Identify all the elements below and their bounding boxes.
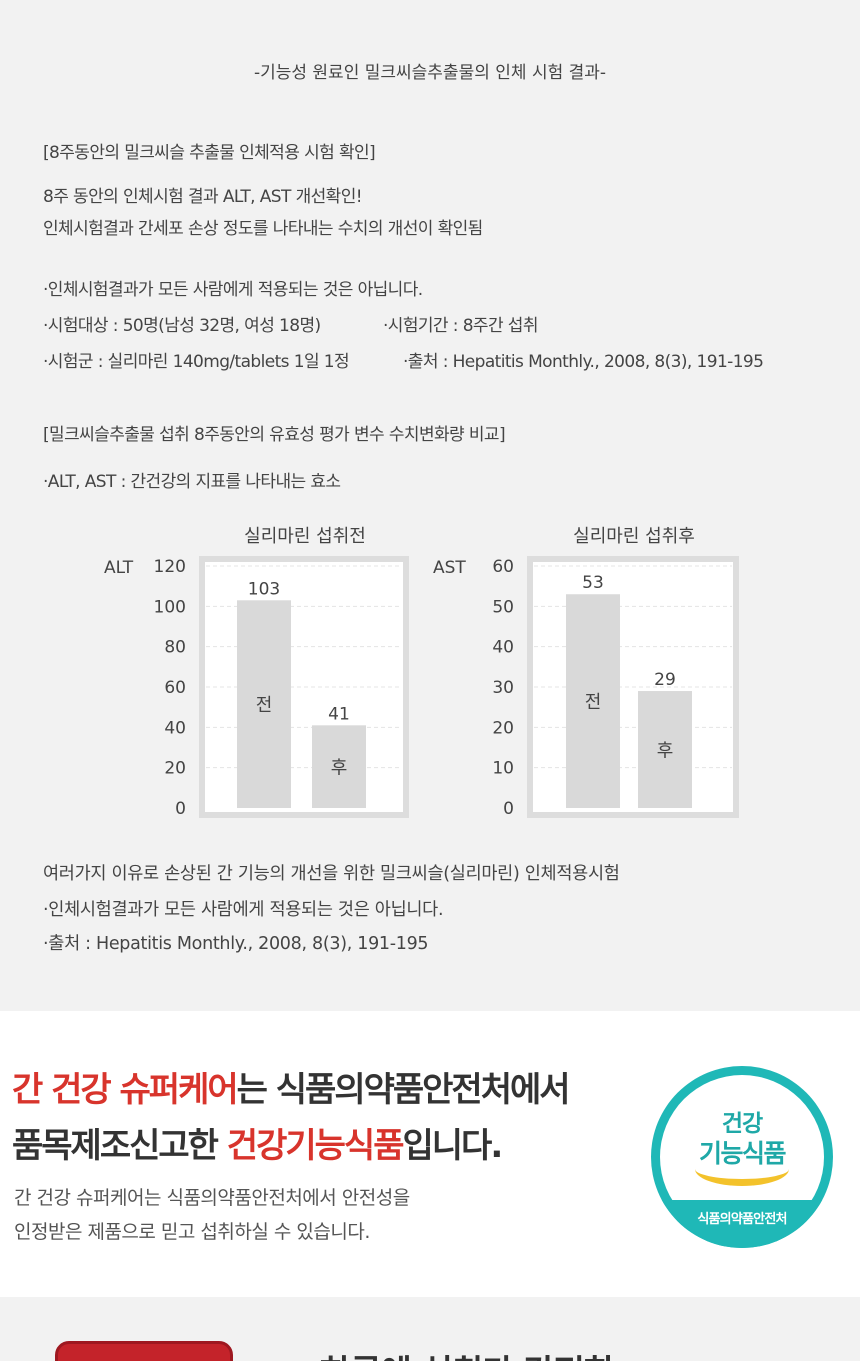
- study-result-detail: 인체시험결과 간세포 손상 정도를 나타내는 수치의 개선이 확인됨: [43, 219, 483, 239]
- compare-title: [밀크씨슬추출물 섭취 8주동안의 유효성 평가 변수 수치변화량 비교]: [43, 425, 506, 445]
- study-subjects: ·시험대상 : 50명(남성 32명, 여성 18명): [43, 316, 321, 336]
- y-tick-label: 60: [492, 557, 514, 577]
- badge-smile-arc: [695, 1152, 789, 1186]
- study-source: ·출처 : Hepatitis Monthly., 2008, 8(3), 19…: [403, 352, 764, 372]
- y-tick-label: 50: [492, 597, 514, 617]
- clinical-study-section: -기능성 원료인 밀크씨슬추출물의 인체 시험 결과- [8주동안의 밀크씨슬 …: [0, 0, 860, 1011]
- notes-line1: 여러가지 이유로 손상된 간 기능의 개선을 위한 밀크씨슬(실리마린) 인체적…: [43, 864, 620, 884]
- headline-2-post: 입니다.: [402, 1126, 503, 1166]
- study-title: [8주동안의 밀크씨슬 추출물 인체적용 시험 확인]: [43, 143, 376, 163]
- ast-bar-chart: AST 0 10 20 30 40 50 60 53 전 29 후: [433, 556, 739, 819]
- next-section: 하루에 섭취가 간편한: [0, 1297, 860, 1361]
- badge-line1: 건강: [721, 1111, 763, 1137]
- product-name-highlight: 간 건강 슈퍼케어: [12, 1070, 239, 1110]
- badge-band: [651, 1200, 833, 1248]
- y-tick-label: 100: [154, 597, 186, 617]
- y-tick-label: 0: [503, 799, 514, 819]
- bar-before: [566, 594, 620, 808]
- health-functional-food-badge: 건강 기능식품 식품의약품안전처: [651, 1066, 833, 1248]
- enzyme-note: ·ALT, AST : 간건강의 지표를 나타내는 효소: [43, 472, 341, 492]
- bar-value-label: 41: [328, 704, 350, 724]
- y-axis-label: ALT: [104, 558, 134, 578]
- bar-before: [237, 600, 291, 808]
- y-tick-label: 0: [175, 799, 186, 819]
- y-axis-label: AST: [433, 558, 466, 578]
- alt-bar-chart: ALT 0 20 40 60 80 100 120 103 전 41 후: [104, 556, 409, 819]
- bar-after: [312, 725, 366, 808]
- page-heading: -기능성 원료인 밀크씨슬추출물의 인체 시험 결과-: [253, 63, 607, 83]
- y-tick-label: 30: [492, 678, 514, 698]
- y-tick-label: 20: [164, 759, 186, 779]
- alt-chart-title: 실리마린 섭취전: [244, 526, 366, 547]
- y-tick-label: 10: [492, 759, 514, 779]
- headline-2-pre: 품목제조신고한: [12, 1126, 227, 1166]
- certification-headline-2: 품목제조신고한 건강기능식품입니다.: [12, 1118, 503, 1167]
- health-food-highlight: 건강기능식품: [226, 1126, 405, 1166]
- y-tick-label: 40: [492, 638, 514, 658]
- bar-value-label: 103: [248, 579, 280, 599]
- notes-line3: ·출처 : Hepatitis Monthly., 2008, 8(3), 19…: [43, 934, 429, 954]
- bar-category-label: 후: [331, 758, 348, 779]
- headline-1-rest: 는 식품의약품안전처에서: [236, 1070, 571, 1110]
- bar-category-label: 전: [585, 692, 602, 713]
- study-result-line: 8주 동안의 인체시험 결과 ALT, AST 개선확인!: [43, 187, 363, 207]
- next-section-title: 하루에 섭취가 간편한: [320, 1345, 615, 1361]
- notes-line2: ·인체시험결과가 모든 사람에게 적용되는 것은 아닙니다.: [43, 900, 444, 920]
- bar-after: [638, 691, 692, 808]
- badge-line3: 식품의약품안전처: [697, 1212, 787, 1227]
- ast-chart-title: 실리마린 섭취후: [573, 526, 695, 547]
- badge-line2: 기능식품: [698, 1139, 787, 1168]
- study-group: ·시험군 : 실리마린 140mg/tablets 1일 1정: [43, 352, 350, 372]
- y-tick-label: 60: [164, 678, 186, 698]
- bar-category-label: 전: [256, 695, 273, 716]
- certification-sub-1: 간 건강 슈퍼케어는 식품의약품안전처에서 안전성을: [14, 1187, 410, 1209]
- y-tick-label: 120: [154, 557, 186, 577]
- bar-value-label: 53: [582, 573, 604, 593]
- study-period: ·시험기간 : 8주간 섭취: [383, 316, 538, 336]
- study-disclaimer: ·인체시험결과가 모든 사람에게 적용되는 것은 아닙니다.: [43, 280, 423, 300]
- y-tick-label: 80: [164, 638, 186, 658]
- bar-category-label: 후: [657, 741, 674, 762]
- certification-sub-2: 인정받은 제품으로 믿고 섭취하실 수 있습니다.: [14, 1221, 370, 1243]
- certification-headline-1: 간 건강 슈퍼케어는 식품의약품안전처에서: [12, 1062, 571, 1111]
- y-tick-label: 20: [492, 718, 514, 738]
- bar-value-label: 29: [654, 670, 676, 690]
- y-tick-label: 40: [164, 718, 186, 738]
- product-package-image: [55, 1341, 233, 1361]
